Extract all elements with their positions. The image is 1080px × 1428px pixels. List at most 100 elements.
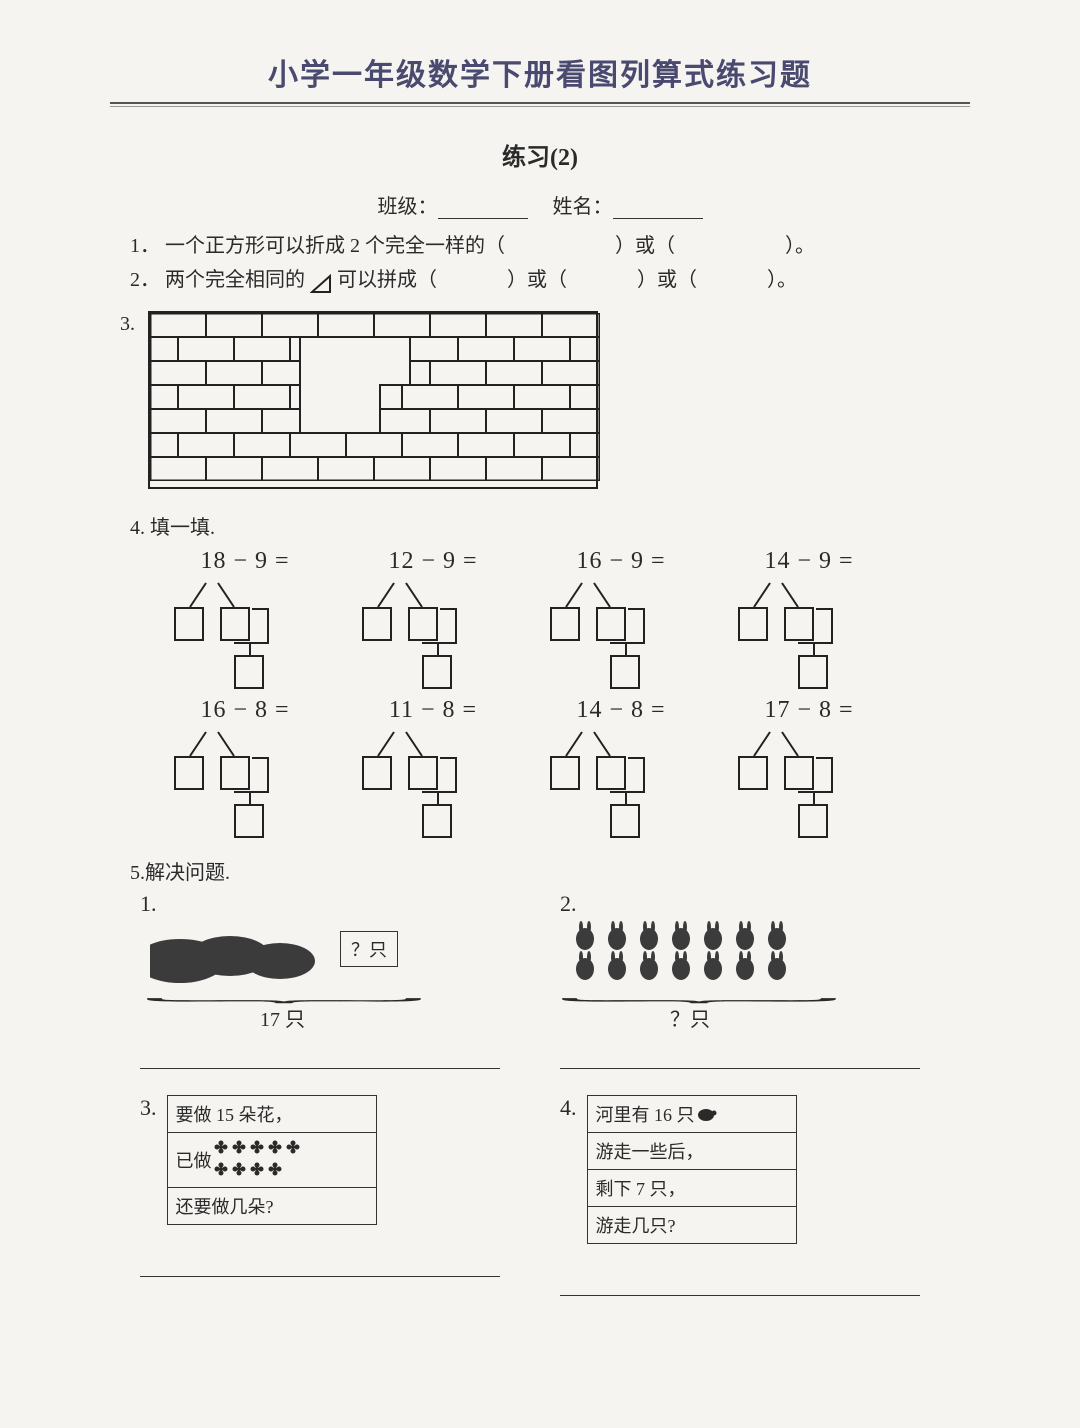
flower-icon [267,1139,283,1155]
question-5: 5.解决问题. 1. ？只 ︸ 17 只 2. [120,856,960,1296]
equation-text: 14 − 8 = [536,697,706,724]
split-box[interactable] [220,607,250,641]
page-title: 小学一年级数学下册看图列算式练习题 [268,50,812,98]
split-box[interactable] [798,655,828,689]
equation-cell: 14 − 8 = [536,697,706,838]
split-box[interactable] [610,655,640,689]
q5-3-r1: 要做 15 朵花， [168,1096,376,1133]
q2-text-e: ）。 [767,269,797,291]
split-box[interactable] [362,607,392,641]
triangle-icon [310,271,332,291]
q2-num: 2． [130,269,160,291]
split-diagram [160,728,330,838]
split-box[interactable] [798,804,828,838]
split-diagram [348,579,518,689]
split-box[interactable] [362,756,392,790]
q2-text-c: ）或（ [507,269,567,291]
equation-text: 16 − 9 = [536,548,706,575]
q5-3-answer-line[interactable] [140,1249,500,1277]
q5-4-r2: 游走一些后， [588,1133,796,1170]
q1-text-a: 一个正方形可以折成 2 个完全一样的（ [165,235,505,257]
student-info: 班级： 姓名： [120,190,960,219]
equation-text: 18 − 9 = [160,548,330,575]
equation-cell: 17 − 8 = [724,697,894,838]
split-box[interactable] [596,756,626,790]
q4-label: 4. 填一填. [130,511,960,540]
equation-text: 17 − 8 = [724,697,894,724]
split-box[interactable] [234,655,264,689]
turtle-icon [695,1105,717,1123]
q4-row-1: 18 − 9 = 12 − 9 = 16 − 9 = 14 − 9 = [160,548,960,689]
q1-text-b: ）或（ [615,235,675,257]
split-box[interactable] [408,607,438,641]
q5-4-answer-line[interactable] [560,1268,920,1296]
q5-4-box: 河里有 16 只 游走一些后， 剩下 7 只， 游走几只? [587,1095,797,1244]
split-box[interactable] [550,756,580,790]
question-2: 2． 两个完全相同的 可以拼成（）或（）或（）。 [130,263,960,297]
q5-4-r4: 游走几只? [588,1207,796,1243]
q5-4-r1: 河里有 16 只 [588,1096,796,1133]
brick-wall [148,311,598,489]
name-label: 姓名： [553,196,613,218]
q3-num: 3. [120,311,148,336]
flower-icon [267,1161,283,1177]
q5-4-r1-label: 河里有 16 只 [596,1101,695,1127]
split-diagram [348,728,518,838]
q5-problem-3: 3. 要做 15 朵花， 已做 还要做几朵? [140,1095,500,1296]
split-box[interactable] [174,607,204,641]
q5-4-num: 4. [560,1095,577,1121]
q4-row-2: 16 − 8 = 11 − 8 = 14 − 8 = 17 − 8 = [160,697,960,838]
q5-2-num: 2. [560,891,920,917]
split-box[interactable] [610,804,640,838]
equation-cell: 18 − 9 = [160,548,330,689]
flowers-icon-group [212,1138,302,1182]
split-box[interactable] [596,607,626,641]
q5-3-box: 要做 15 朵花， 已做 还要做几朵? [167,1095,377,1225]
split-box[interactable] [174,756,204,790]
split-box[interactable] [738,756,768,790]
q5-2-total: ？只 [670,1003,710,1032]
flower-icon [231,1161,247,1177]
equation-cell: 11 − 8 = [348,697,518,838]
q5-label: 5.解决问题. [130,856,960,885]
q5-problem-2: 2. ︸ ？只 [560,891,920,1069]
split-box[interactable] [738,607,768,641]
split-diagram [536,728,706,838]
q5-1-num: 1. [140,891,500,917]
equation-text: 12 − 9 = [348,548,518,575]
split-diagram [536,579,706,689]
split-box[interactable] [234,804,264,838]
equation-cell: 16 − 8 = [160,697,330,838]
class-label: 班级： [378,196,438,218]
q5-1-total: 17 只 [260,1003,305,1032]
split-box[interactable] [784,756,814,790]
split-diagram [160,579,330,689]
q5-problem-1: 1. ？只 ︸ 17 只 [140,891,500,1069]
equation-cell: 12 − 9 = [348,548,518,689]
q2-text-d: ）或（ [637,269,697,291]
split-box[interactable] [408,756,438,790]
q1-text-c: ）。 [785,235,815,257]
q5-1-answer-line[interactable] [140,1041,500,1069]
equation-cell: 16 − 9 = [536,548,706,689]
q2-text-b: 可以拼成（ [337,269,437,291]
class-blank[interactable] [438,199,528,219]
flower-icon [213,1161,229,1177]
split-box[interactable] [550,607,580,641]
equation-text: 16 − 8 = [160,697,330,724]
q5-3-num: 3. [140,1095,157,1121]
split-box[interactable] [220,756,250,790]
q5-4-r3: 剩下 7 只， [588,1170,796,1207]
q5-2-answer-line[interactable] [560,1041,920,1069]
flower-icon [231,1139,247,1155]
question-3: 3. [120,311,960,489]
split-diagram [724,728,894,838]
split-box[interactable] [422,655,452,689]
q5-3-r2: 已做 [168,1133,376,1188]
name-blank[interactable] [613,199,703,219]
split-box[interactable] [422,804,452,838]
split-box[interactable] [784,607,814,641]
flower-icon [285,1139,301,1155]
equation-text: 11 − 8 = [348,697,518,724]
q5-problem-4: 4. 河里有 16 只 游走一些后， 剩下 7 只， 游走几只? [560,1095,920,1296]
